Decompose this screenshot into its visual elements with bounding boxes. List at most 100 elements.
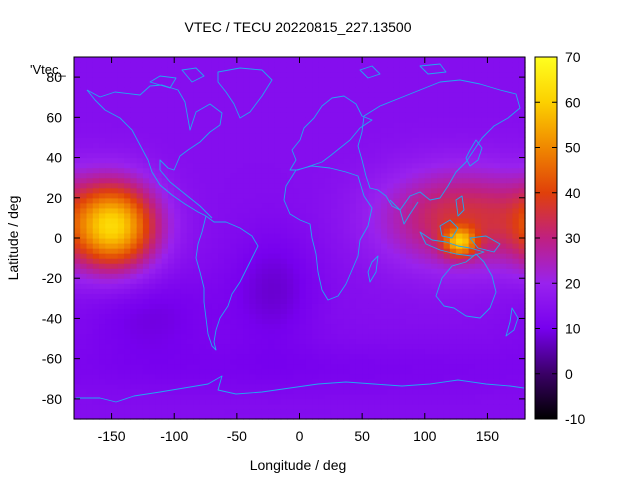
heatmap-cell bbox=[493, 318, 501, 325]
heatmap-cell bbox=[224, 328, 232, 335]
heatmap-cell bbox=[86, 87, 94, 93]
heatmap-cell bbox=[418, 378, 426, 385]
heatmap-cell bbox=[449, 97, 457, 103]
heatmap-cell bbox=[105, 278, 113, 284]
heatmap-cell bbox=[236, 107, 244, 113]
heatmap-cell bbox=[205, 298, 213, 304]
heatmap-cell bbox=[186, 222, 194, 229]
heatmap-cell bbox=[105, 72, 113, 78]
heatmap-cell bbox=[92, 207, 100, 214]
heatmap-cell bbox=[468, 127, 476, 134]
heatmap-cell bbox=[368, 102, 376, 108]
heatmap-cell bbox=[481, 268, 489, 274]
heatmap-cell bbox=[374, 162, 382, 169]
heatmap-cell bbox=[299, 253, 307, 259]
heatmap-cell bbox=[105, 333, 113, 340]
heatmap-cell bbox=[218, 333, 225, 340]
heatmap-cell bbox=[474, 57, 482, 63]
heatmap-cell bbox=[405, 283, 413, 289]
heatmap-cell bbox=[130, 107, 138, 113]
heatmap-cell bbox=[462, 177, 470, 184]
heatmap-cell bbox=[224, 192, 232, 199]
heatmap-cell bbox=[418, 192, 426, 199]
heatmap-cell bbox=[136, 132, 144, 139]
heatmap-cell bbox=[299, 288, 307, 294]
heatmap-cell bbox=[462, 258, 470, 264]
heatmap-cell bbox=[124, 253, 131, 259]
heatmap-cell bbox=[443, 207, 451, 214]
heatmap-cell bbox=[74, 172, 81, 179]
heatmap-cell bbox=[387, 147, 395, 154]
heatmap-cell bbox=[117, 182, 125, 189]
heatmap-cell bbox=[405, 383, 413, 390]
heatmap-cell bbox=[299, 338, 307, 345]
heatmap-cell bbox=[374, 167, 382, 174]
heatmap-cell bbox=[443, 328, 451, 335]
heatmap-cell bbox=[437, 343, 445, 350]
heatmap-cell bbox=[161, 363, 169, 370]
heatmap-cell bbox=[286, 283, 294, 289]
heatmap-cell bbox=[393, 162, 401, 169]
heatmap-cell bbox=[180, 288, 188, 294]
heatmap-cell bbox=[155, 238, 163, 244]
heatmap-cell bbox=[443, 313, 451, 320]
heatmap-cell bbox=[387, 97, 395, 103]
heatmap-cell bbox=[412, 258, 420, 264]
heatmap-cell bbox=[374, 57, 382, 63]
heatmap-cell bbox=[374, 207, 382, 214]
heatmap-cell bbox=[481, 388, 489, 395]
heatmap-cell bbox=[249, 293, 257, 299]
heatmap-cell bbox=[412, 62, 420, 68]
heatmap-cell bbox=[468, 373, 476, 380]
heatmap-cell bbox=[80, 227, 88, 234]
heatmap-cell bbox=[487, 358, 495, 365]
heatmap-cell bbox=[449, 278, 457, 284]
heatmap-cell bbox=[437, 172, 445, 179]
heatmap-cell bbox=[124, 192, 131, 199]
heatmap-cell bbox=[493, 238, 501, 244]
heatmap-cell bbox=[155, 127, 163, 134]
heatmap-cell bbox=[130, 243, 138, 249]
heatmap-cell bbox=[387, 67, 395, 73]
heatmap-cell bbox=[506, 278, 514, 284]
heatmap-cell bbox=[142, 212, 150, 219]
heatmap-cell bbox=[117, 253, 125, 259]
heatmap-cell bbox=[387, 363, 395, 370]
heatmap-cell bbox=[424, 202, 432, 209]
heatmap-cell bbox=[299, 132, 307, 139]
heatmap-cell bbox=[230, 212, 238, 219]
heatmap-cell bbox=[337, 368, 344, 375]
heatmap-cell bbox=[474, 87, 482, 93]
heatmap-cell bbox=[456, 383, 463, 390]
heatmap-cell bbox=[186, 413, 194, 420]
heatmap-cell bbox=[355, 152, 363, 159]
heatmap-cell bbox=[431, 303, 438, 309]
heatmap-cell bbox=[124, 217, 131, 224]
heatmap-cell bbox=[343, 308, 351, 315]
heatmap-cell bbox=[174, 288, 182, 294]
heatmap-cell bbox=[474, 202, 482, 209]
heatmap-cell bbox=[286, 358, 294, 365]
heatmap-cell bbox=[136, 318, 144, 325]
heatmap-cell bbox=[443, 152, 451, 159]
heatmap-cell bbox=[499, 373, 507, 380]
heatmap-cell bbox=[218, 77, 225, 83]
heatmap-cell bbox=[105, 167, 113, 174]
heatmap-cell bbox=[481, 348, 489, 355]
heatmap-cell bbox=[286, 172, 294, 179]
heatmap-cell bbox=[92, 308, 100, 315]
heatmap-cell bbox=[424, 82, 432, 88]
heatmap-cell bbox=[405, 207, 413, 214]
heatmap-cell bbox=[312, 102, 319, 108]
heatmap-cell bbox=[149, 137, 157, 144]
heatmap-cell bbox=[161, 207, 169, 214]
heatmap-cell bbox=[305, 328, 313, 335]
heatmap-cell bbox=[305, 157, 313, 164]
heatmap-cell bbox=[105, 258, 113, 264]
heatmap-cell bbox=[468, 102, 476, 108]
heatmap-cell bbox=[80, 62, 88, 68]
heatmap-cell bbox=[86, 77, 94, 83]
heatmap-cell bbox=[142, 258, 150, 264]
heatmap-cell bbox=[324, 303, 332, 309]
heatmap-cell bbox=[167, 408, 175, 415]
